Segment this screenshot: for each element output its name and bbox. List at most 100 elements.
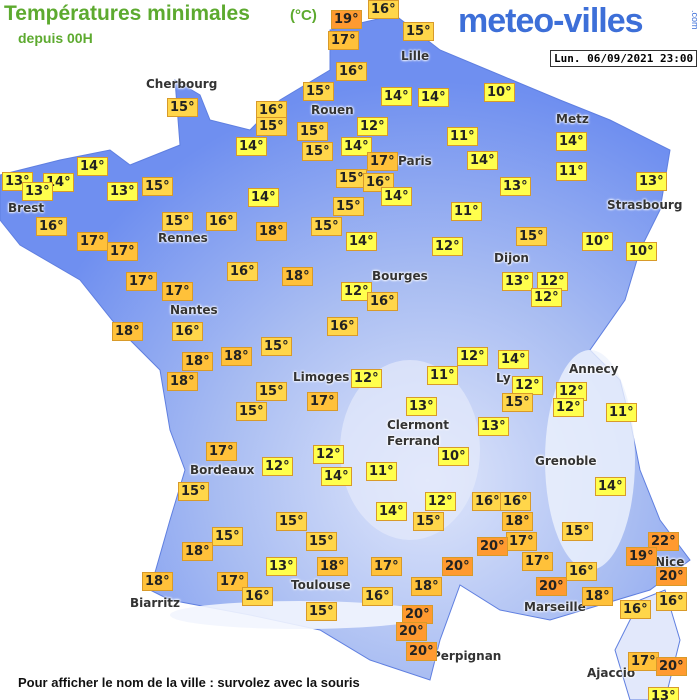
temperature-label[interactable]: 15° [306,532,337,551]
temperature-label[interactable]: 12° [432,237,463,256]
temperature-label[interactable]: 18° [182,542,213,561]
temperature-label[interactable]: 18° [411,577,442,596]
temperature-label[interactable]: 10° [438,447,469,466]
temperature-label[interactable]: 18° [282,267,313,286]
temperature-label[interactable]: 20° [442,557,473,576]
city-name[interactable]: Nantes [170,303,218,317]
temperature-label[interactable]: 15° [256,382,287,401]
temperature-label[interactable]: 18° [182,352,213,371]
temperature-label[interactable]: 14° [418,88,449,107]
temperature-label[interactable]: 19° [626,547,657,566]
temperature-label[interactable]: 14° [341,137,372,156]
temperature-label[interactable]: 19° [331,10,362,29]
city-name[interactable]: Biarritz [130,596,181,610]
temperature-label[interactable]: 15° [276,512,307,531]
temperature-label[interactable]: 17° [77,232,108,251]
temperature-label[interactable]: 15° [311,217,342,236]
temperature-label[interactable]: 15° [502,393,533,412]
temperature-label[interactable]: 20° [536,577,567,596]
temperature-label[interactable]: 17° [107,242,138,261]
temperature-label[interactable]: 16° [336,62,367,81]
temperature-label[interactable]: 20° [396,622,427,641]
temperature-label[interactable]: 14° [556,132,587,151]
city-name[interactable]: Brest [8,201,45,215]
temperature-label[interactable]: 12° [553,398,584,417]
city-name[interactable]: Rennes [158,231,208,245]
temperature-label[interactable]: 14° [376,502,407,521]
city-name[interactable]: Nice [655,555,685,569]
temperature-label[interactable]: 10° [484,83,515,102]
city-name[interactable]: Ferrand [387,434,440,448]
temperature-label[interactable]: 16° [227,262,258,281]
temperature-label[interactable]: 15° [167,98,198,117]
temperature-label[interactable]: 13° [107,182,138,201]
temperature-label[interactable]: 20° [656,567,687,586]
temperature-label[interactable]: 13° [266,557,297,576]
temperature-label[interactable]: 13° [648,687,679,700]
temperature-label[interactable]: 11° [556,162,587,181]
city-name[interactable]: Dijon [494,251,529,265]
city-name[interactable]: Strasbourg [607,198,683,212]
temperature-label[interactable]: 15° [413,512,444,531]
temperature-label[interactable]: 17° [628,652,659,671]
temperature-label[interactable]: 14° [346,232,377,251]
temperature-label[interactable]: 11° [451,202,482,221]
temperature-label[interactable]: 17° [206,442,237,461]
city-name[interactable]: Grenoble [535,454,597,468]
temperature-label[interactable]: 15° [162,212,193,231]
city-name[interactable]: Marseille [524,600,586,614]
temperature-label[interactable]: 15° [516,227,547,246]
temperature-label[interactable]: 15° [562,522,593,541]
temperature-label[interactable]: 12° [357,117,388,136]
temperature-label[interactable]: 15° [333,197,364,216]
city-name[interactable]: Perpignan [432,649,502,663]
temperature-label[interactable]: 15° [178,482,209,501]
temperature-label[interactable]: 18° [502,512,533,531]
temperature-label[interactable]: 18° [112,322,143,341]
temperature-label[interactable]: 13° [478,417,509,436]
temperature-label[interactable]: 16° [500,492,531,511]
city-name[interactable]: Cherbourg [146,77,218,91]
temperature-label[interactable]: 16° [206,212,237,231]
temperature-label[interactable]: 14° [498,350,529,369]
city-name[interactable]: Ly [496,371,511,385]
temperature-label[interactable]: 15° [297,122,328,141]
temperature-label[interactable]: 16° [620,600,651,619]
temperature-label[interactable]: 13° [502,272,533,291]
temperature-label[interactable]: 12° [425,492,456,511]
temperature-label[interactable]: 14° [236,137,267,156]
temperature-label[interactable]: 11° [447,127,478,146]
temperature-label[interactable]: 15° [261,337,292,356]
temperature-label[interactable]: 13° [500,177,531,196]
temperature-label[interactable]: 16° [36,217,67,236]
temperature-label[interactable]: 15° [306,602,337,621]
logo[interactable]: meteo-villes [458,2,644,40]
temperature-label[interactable]: 17° [328,31,359,50]
city-name[interactable]: Annecy [569,362,619,376]
temperature-label[interactable]: 18° [221,347,252,366]
temperature-label[interactable]: 18° [582,587,613,606]
temperature-label[interactable]: 12° [457,347,488,366]
temperature-label[interactable]: 20° [402,605,433,624]
temperature-label[interactable]: 16° [472,492,503,511]
temperature-label[interactable]: 15° [212,527,243,546]
temperature-label[interactable]: 13° [22,182,53,201]
temperature-label[interactable]: 16° [362,587,393,606]
temperature-label[interactable]: 12° [556,382,587,401]
temperature-label[interactable]: 15° [336,169,367,188]
temperature-label[interactable]: 12° [351,369,382,388]
city-name[interactable]: Bordeaux [190,463,255,477]
city-name[interactable]: Limoges [293,370,350,384]
temperature-label[interactable]: 16° [327,317,358,336]
temperature-label[interactable]: 12° [262,457,293,476]
temperature-label[interactable]: 15° [142,177,173,196]
temperature-label[interactable]: 17° [522,552,553,571]
temperature-label[interactable]: 20° [656,657,687,676]
temperature-label[interactable]: 17° [367,152,398,171]
temperature-label[interactable]: 12° [537,272,568,291]
temperature-label[interactable]: 13° [636,172,667,191]
city-name[interactable]: Bourges [372,269,428,283]
temperature-label[interactable]: 14° [381,87,412,106]
temperature-label[interactable]: 18° [142,572,173,591]
temperature-label[interactable]: 16° [566,562,597,581]
